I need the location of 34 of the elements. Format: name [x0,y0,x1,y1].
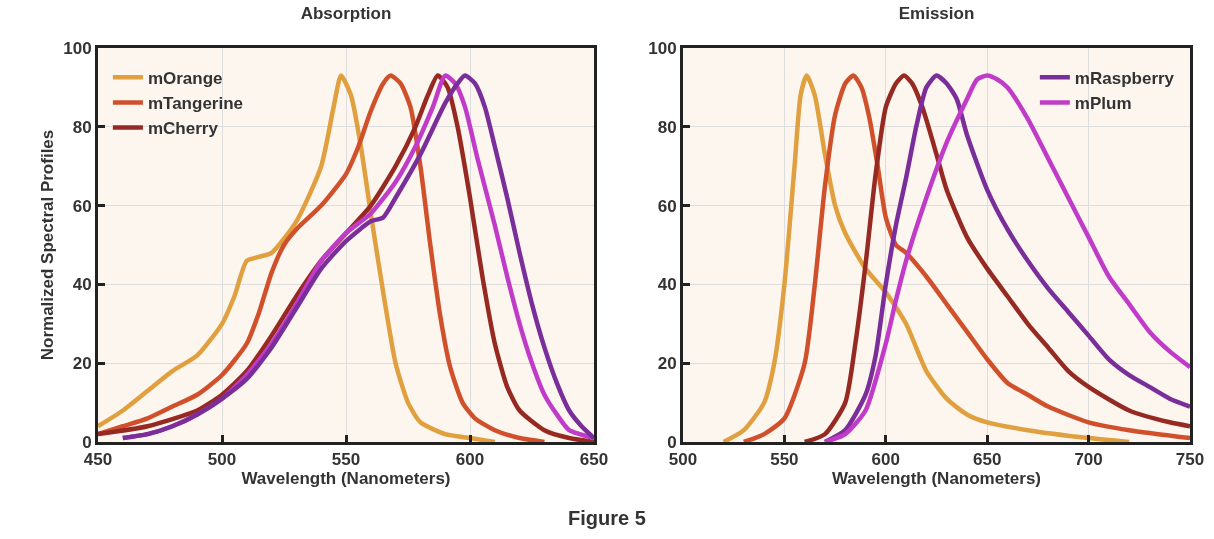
y-tick-label: 0 [82,432,92,452]
y-tick-label: 20 [72,354,92,374]
x-tick-label: 600 [455,450,485,470]
y-tick-label: 80 [72,117,92,137]
legend-label: mTangerine [147,94,244,114]
x-tick-label: 500 [668,450,698,470]
y-tick-label: 0 [667,432,677,452]
x-tick-label: 650 [973,450,1002,470]
x-axis-title: Wavelength (Nanometers) [241,469,451,489]
x-tick-label: 500 [207,450,237,470]
y-tick-label: 40 [657,275,677,295]
x-tick-label: 550 [770,450,799,470]
x-tick-label: 700 [1074,450,1103,470]
y-tick-label: 80 [657,117,677,137]
legend-label: mCherry [147,119,219,139]
chart-title: Absorption [300,4,392,24]
legend-label: mPlum [1074,94,1132,114]
y-tick-label: 60 [657,196,677,216]
x-axis-title: Wavelength (Nanometers) [831,469,1042,489]
y-tick-label: 60 [72,196,92,216]
y-tick-label: 100 [648,38,677,58]
x-tick-label: 750 [1175,450,1205,470]
x-tick-label: 650 [579,450,609,470]
x-tick-label: 600 [871,450,900,470]
y-tick-label: 100 [63,38,92,58]
legend-label: mOrange [147,69,223,88]
caption: Figure 5 [567,507,647,530]
chart-title: Emission [898,4,975,24]
x-tick-label: 550 [331,450,361,470]
legend-label: mRaspberry [1074,69,1175,88]
x-tick-label: 450 [83,450,113,470]
y-tick-label: 20 [657,354,677,374]
y-tick-label: 40 [72,275,92,295]
y-axis-title: Normalized Spectral Profiles [37,129,57,361]
